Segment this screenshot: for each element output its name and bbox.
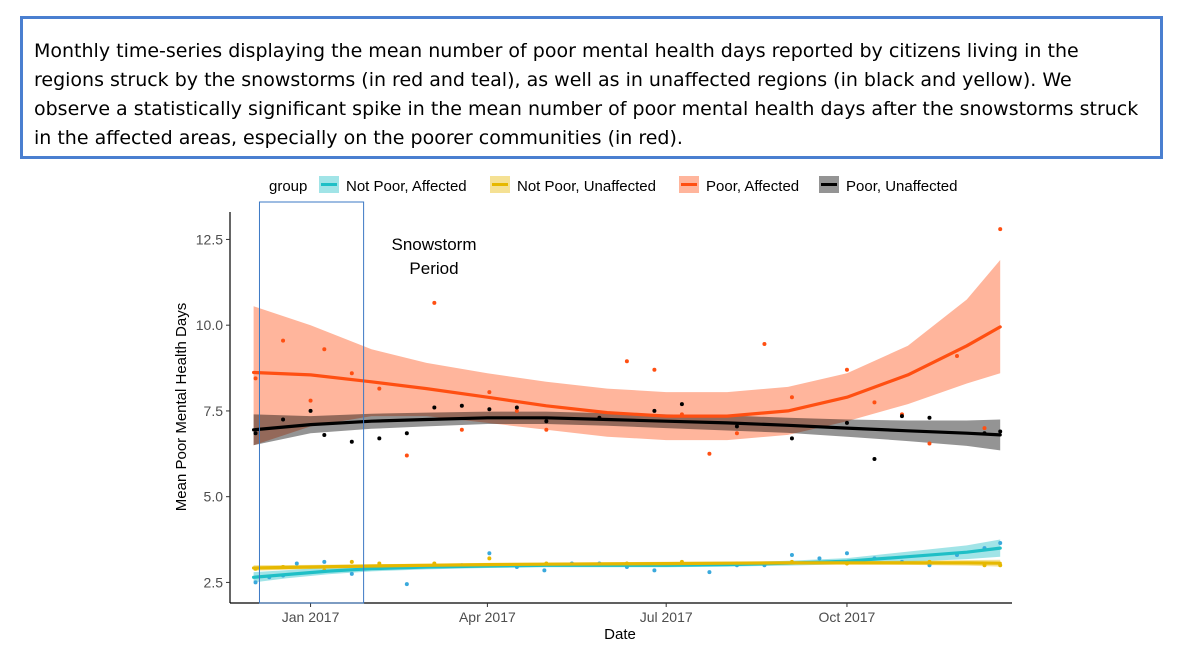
data-point [789, 552, 794, 557]
data-point [281, 338, 286, 343]
confidence-band [253, 260, 1001, 446]
data-point [734, 431, 739, 436]
data-point [404, 582, 409, 587]
y-tick-label: 7.5 [204, 403, 224, 419]
data-point [542, 568, 547, 573]
legend-item: Not Poor, Affected [319, 176, 467, 195]
data-point [544, 419, 549, 424]
data-point [253, 376, 258, 381]
data-point [349, 439, 354, 444]
data-point [789, 436, 794, 441]
legend-item: Poor, Unaffected [819, 176, 957, 195]
data-point [349, 571, 354, 576]
data-point [652, 408, 657, 413]
fit-line [252, 561, 1002, 570]
annotation-text: Period [409, 259, 458, 278]
data-point [322, 347, 327, 352]
data-point [998, 540, 1003, 545]
x-tick-label: Apr 2017 [459, 609, 516, 625]
legend-label: Poor, Affected [706, 178, 799, 195]
data-point [789, 395, 794, 400]
data-point [844, 367, 849, 372]
confidence-band [253, 411, 1001, 451]
data-point [281, 417, 286, 422]
data-point [253, 431, 258, 436]
chart: group Not Poor, Affected Not Poor, Unaffe… [173, 176, 1012, 643]
data-point [349, 559, 354, 564]
legend-item: Not Poor, Unaffected [490, 176, 656, 195]
x-axis-label: Date [604, 626, 636, 643]
data-point [487, 556, 492, 561]
legend: group Not Poor, Affected Not Poor, Unaffe… [269, 176, 957, 195]
fit-line [252, 416, 1002, 437]
fit-line [252, 325, 1002, 418]
data-point [487, 551, 492, 556]
data-point [844, 551, 849, 556]
data-point [377, 386, 382, 391]
data-point [707, 570, 712, 575]
data-point [707, 451, 712, 456]
data-point [432, 300, 437, 305]
data-point [927, 415, 932, 420]
legend-item: Poor, Affected [679, 176, 799, 195]
data-point [308, 398, 313, 403]
data-point [459, 403, 464, 408]
data-point [487, 390, 492, 395]
data-point [652, 568, 657, 573]
legend-label: Not Poor, Affected [346, 178, 467, 195]
data-point [514, 405, 519, 410]
data-point [294, 561, 299, 566]
legend-label: Poor, Unaffected [846, 178, 957, 195]
data-point [982, 426, 987, 431]
data-point [404, 431, 409, 436]
annotation-text: Snowstorm [391, 235, 476, 254]
data-point [514, 408, 519, 413]
data-point [459, 427, 464, 432]
data-point [544, 427, 549, 432]
data-point [322, 559, 327, 564]
fit-lines [252, 325, 1002, 579]
data-point [404, 453, 409, 458]
data-point [998, 429, 1003, 434]
data-point [679, 402, 684, 407]
data-point [253, 580, 258, 585]
data-point [652, 367, 657, 372]
data-point [844, 420, 849, 425]
snowstorm-annotation: Snowstorm Period [258, 201, 477, 604]
data-point [927, 441, 932, 446]
y-axis-label: Mean Poor Mental Health Days [173, 303, 190, 511]
caption-box: Monthly time-series displaying the mean … [20, 16, 1163, 159]
x-tick-label: Oct 2017 [819, 609, 876, 625]
data-point [308, 408, 313, 413]
data-point [872, 456, 877, 461]
data-point [349, 371, 354, 376]
legend-label: Not Poor, Unaffected [517, 178, 656, 195]
axes: 2.5 5.0 7.5 10.0 12.5 Jan 2017 Apr 2017 Jul 201… [196, 212, 1012, 625]
y-tick-label: 10.0 [196, 317, 223, 333]
data-point [624, 359, 629, 364]
y-tick-label: 2.5 [204, 574, 224, 590]
x-tick-label: Jul 2017 [640, 609, 693, 625]
snowstorm-rectangle [258, 201, 365, 604]
y-tick-label: 5.0 [204, 489, 224, 505]
data-point [954, 354, 959, 359]
x-tick-label: Jan 2017 [282, 609, 340, 625]
data-point [872, 400, 877, 405]
data-point [322, 432, 327, 437]
data-point [998, 227, 1003, 232]
y-tick-label: 12.5 [196, 231, 223, 247]
data-point [762, 342, 767, 347]
legend-title: group [269, 178, 307, 195]
data-point [487, 407, 492, 412]
data-point [899, 414, 904, 419]
data-point [432, 405, 437, 410]
data-point [377, 436, 382, 441]
caption-text: Monthly time-series displaying the mean … [34, 40, 1139, 149]
data-point [817, 556, 822, 561]
data-point [734, 424, 739, 429]
